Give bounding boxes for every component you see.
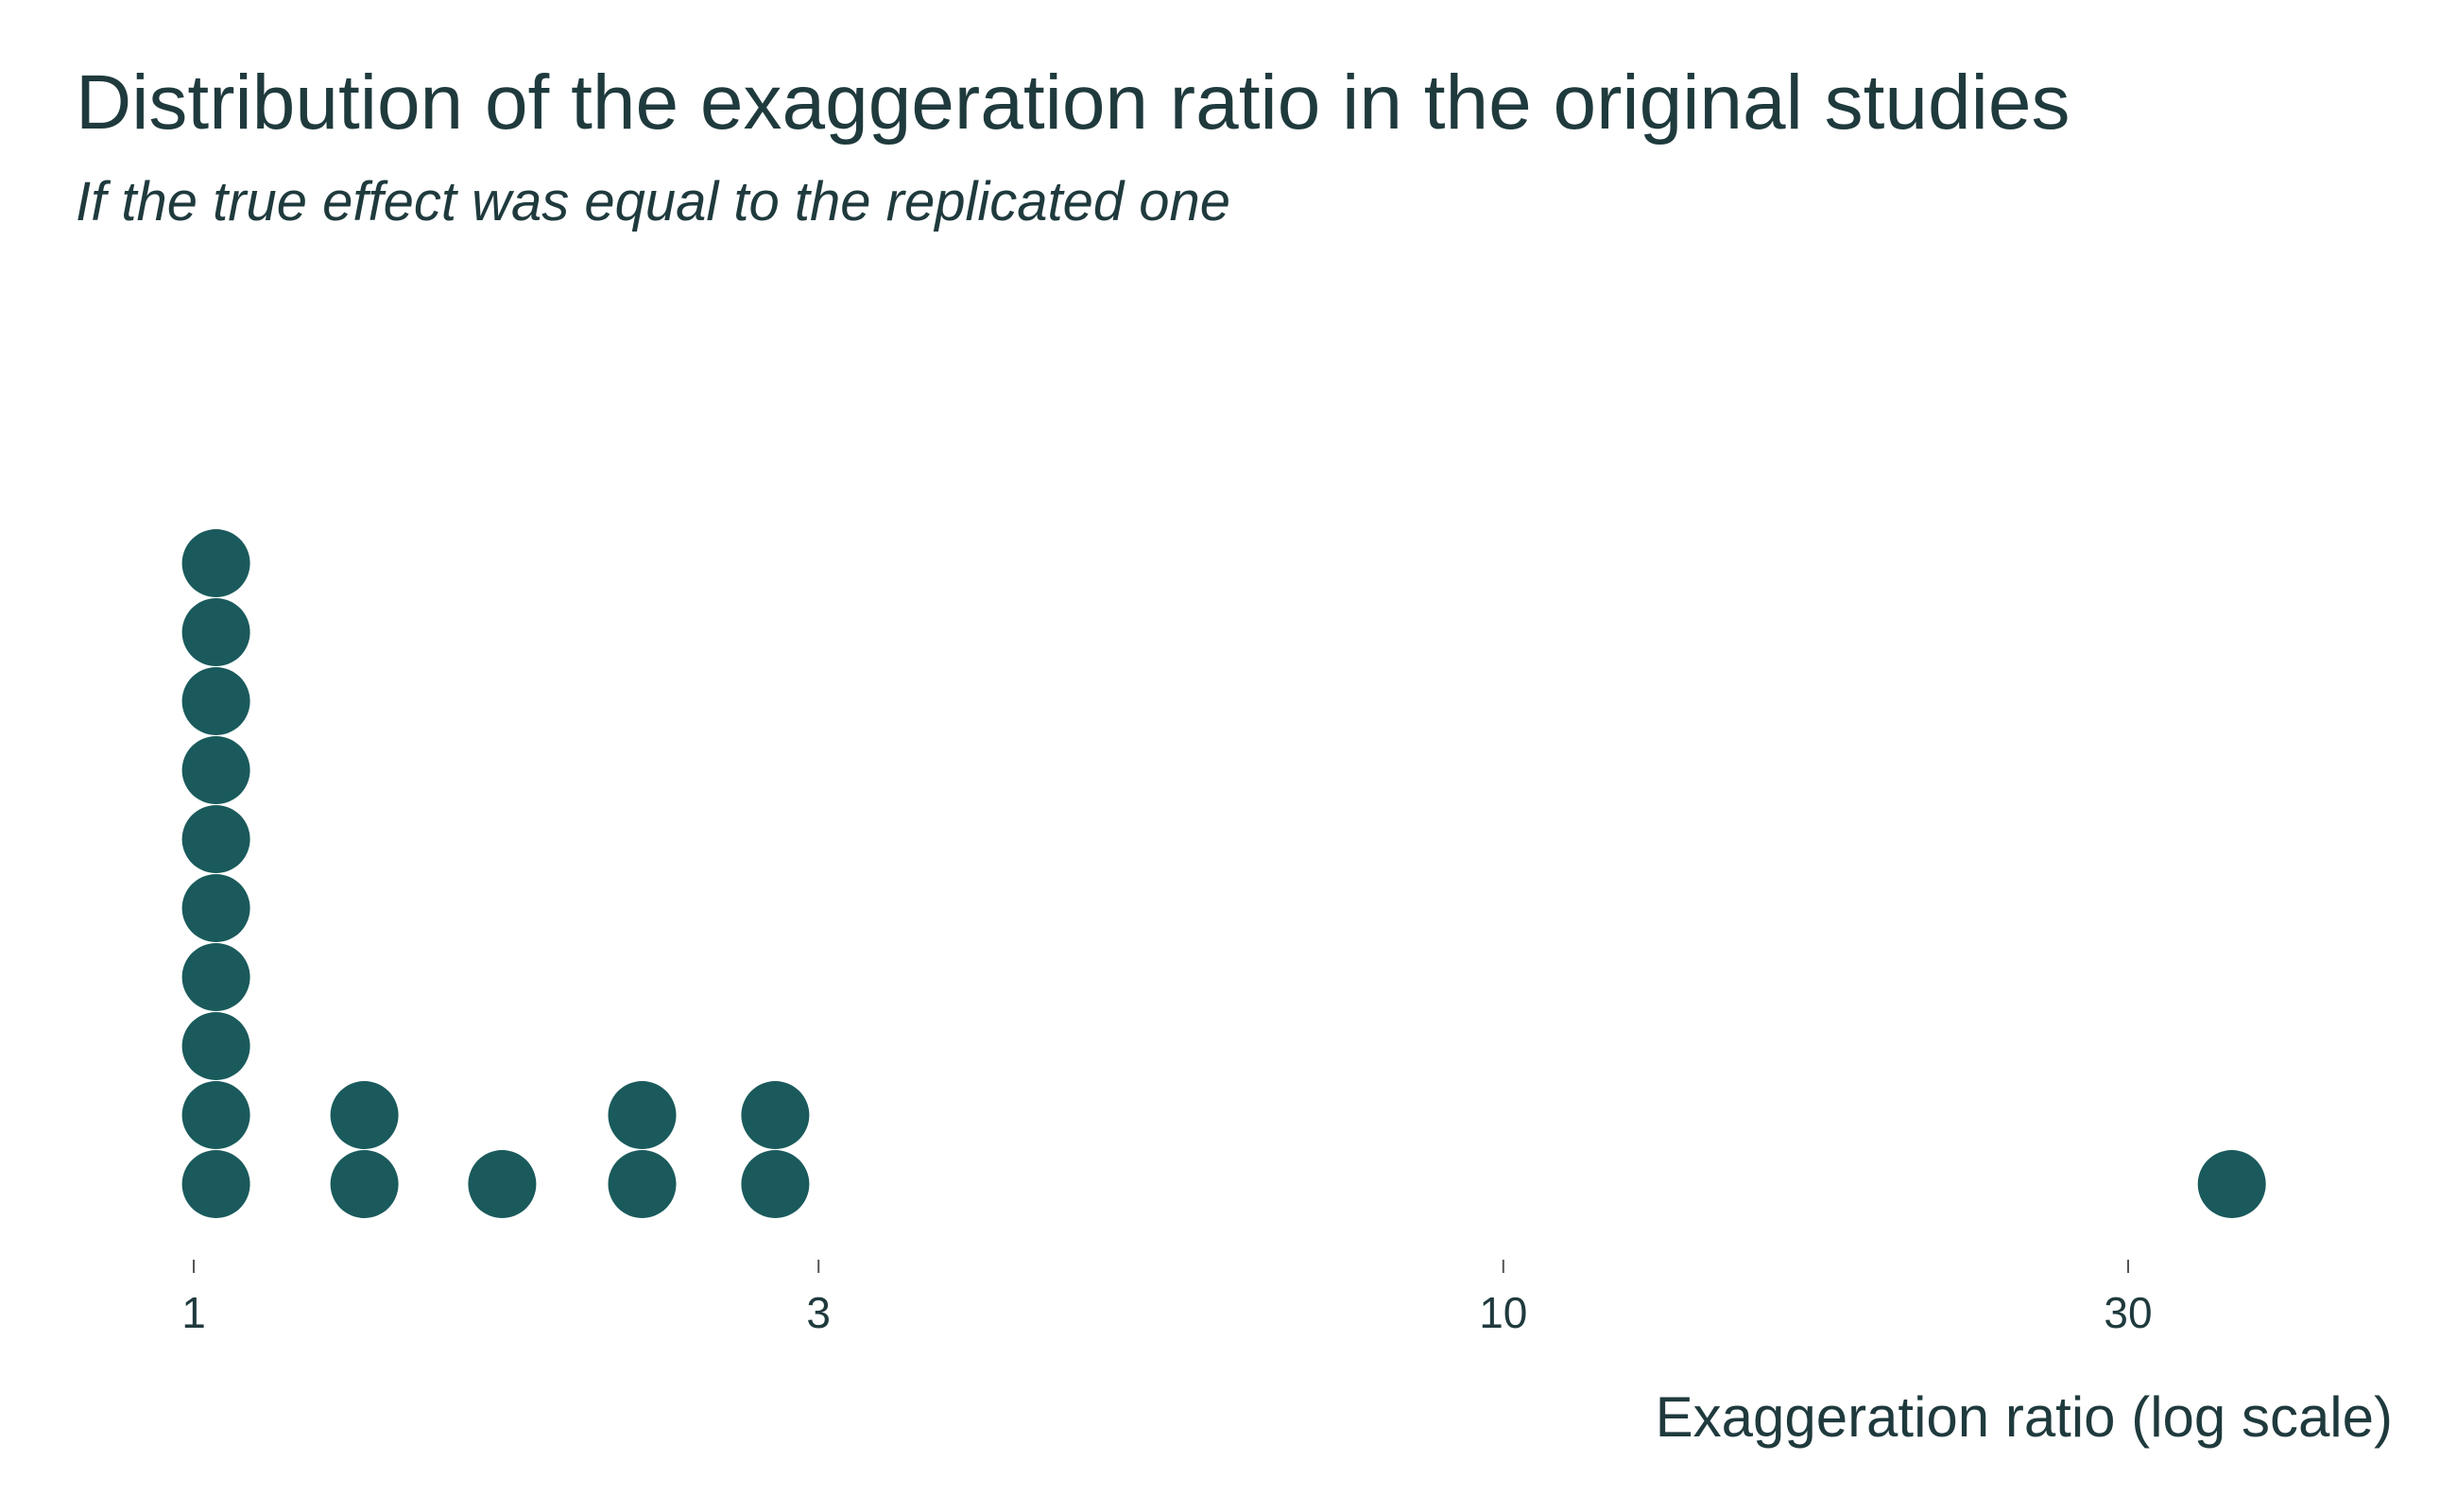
data-dot — [181, 667, 250, 735]
data-dot — [741, 1150, 810, 1218]
data-dot — [330, 1081, 399, 1149]
x-axis-title: Exaggeration ratio (log scale) — [1656, 1385, 2393, 1449]
data-dot — [468, 1150, 537, 1218]
data-dot — [181, 529, 250, 597]
data-dot — [181, 598, 250, 666]
data-dot — [741, 1081, 810, 1149]
data-dot — [608, 1150, 677, 1218]
data-dot — [181, 1012, 250, 1080]
x-tick-label: 1 — [181, 1288, 206, 1337]
data-dot — [181, 943, 250, 1011]
data-dot — [330, 1150, 399, 1218]
chart-subtitle: If the true effect was equal to the repl… — [76, 171, 1230, 232]
data-dot — [608, 1081, 677, 1149]
data-dot — [181, 874, 250, 942]
x-tick-label: 30 — [2104, 1288, 2152, 1337]
x-axis: 1 3 10 30 — [181, 1260, 2153, 1337]
x-tick-label: 3 — [806, 1288, 831, 1337]
data-dot — [181, 805, 250, 873]
x-tick-label: 10 — [1479, 1288, 1527, 1337]
data-dot — [181, 736, 250, 804]
dots-layer — [181, 529, 2266, 1218]
data-dot — [2197, 1150, 2266, 1218]
data-dot — [181, 1081, 250, 1149]
chart-title: Distribution of the exaggeration ratio i… — [76, 60, 2070, 146]
data-dot — [181, 1150, 250, 1218]
